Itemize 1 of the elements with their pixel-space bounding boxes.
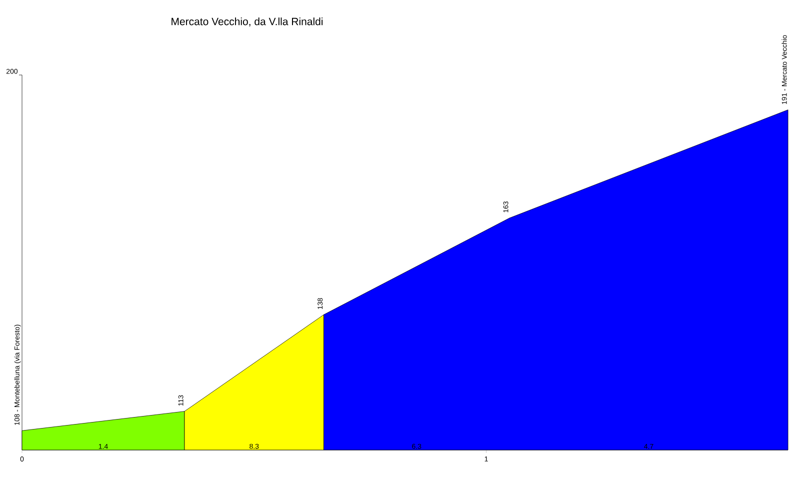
chart-title: Mercato Vecchio, da V.lla Rinaldi: [172, 18, 323, 26]
